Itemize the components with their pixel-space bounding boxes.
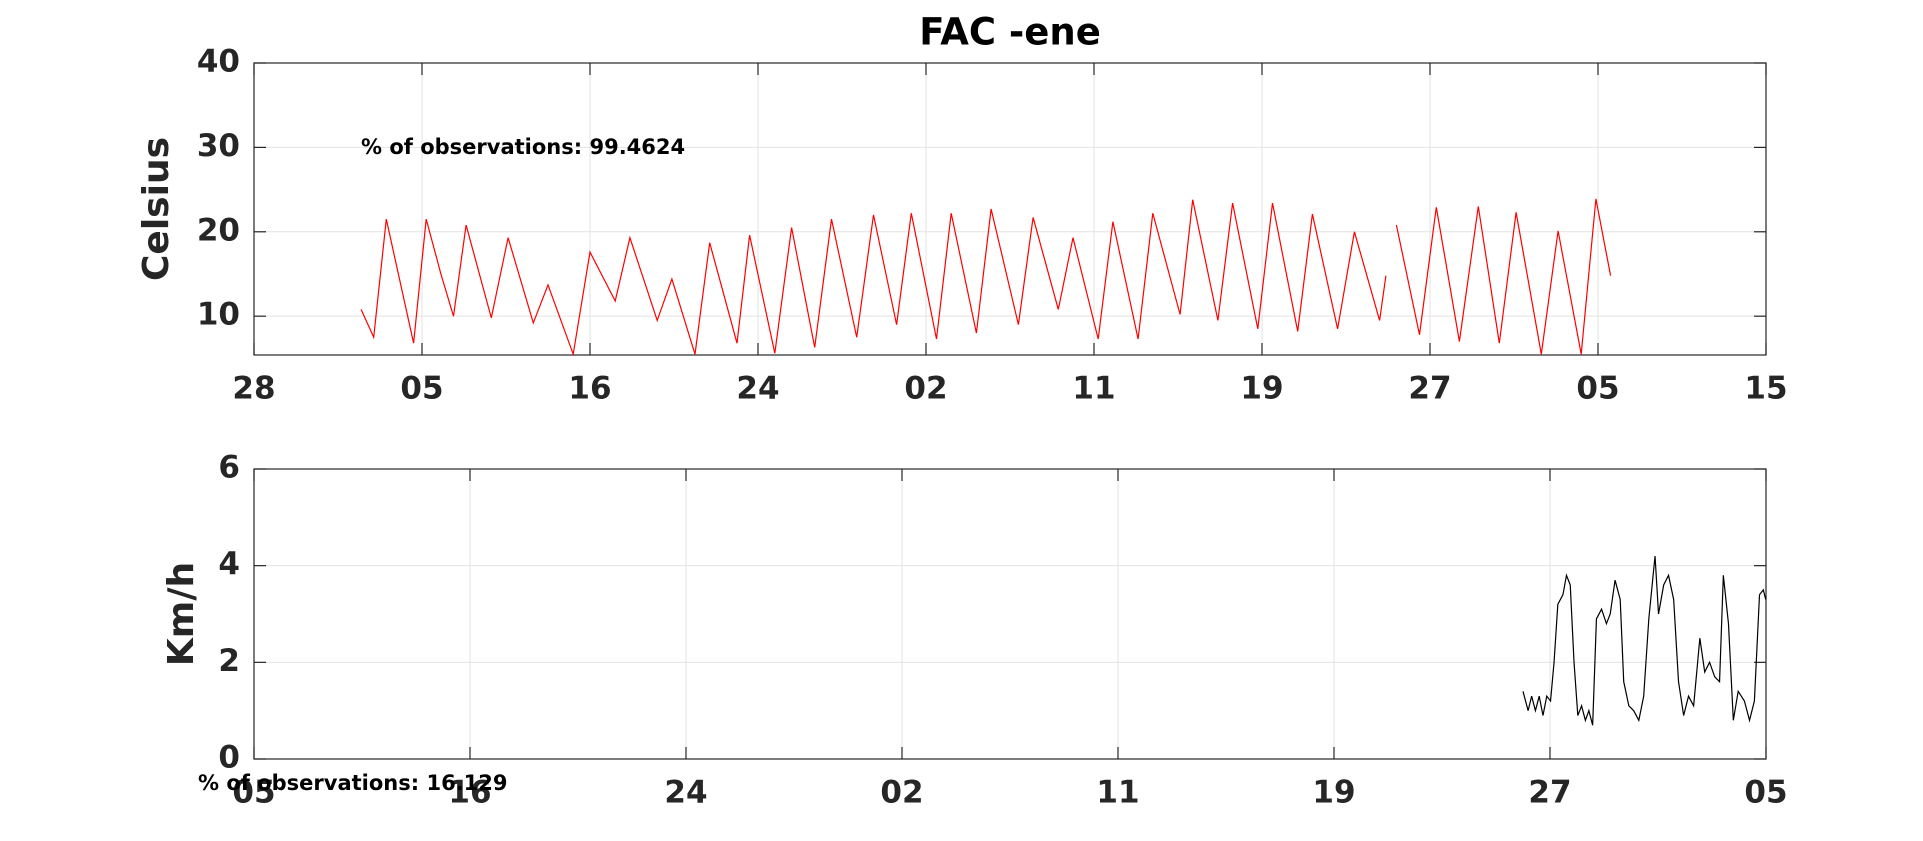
y-tick-label: 20 <box>197 212 240 248</box>
x-tick-label: 02 <box>880 775 923 811</box>
x-tick-label: 16 <box>568 371 611 407</box>
x-tick-label: 19 <box>1240 371 1283 407</box>
y-tick-label: 40 <box>197 44 240 80</box>
axes-frame <box>253 62 1767 356</box>
chart-title: FAC -ene <box>919 11 1101 54</box>
y-axis-label: Km/h <box>161 562 202 666</box>
x-tick-label: 16 <box>448 775 491 811</box>
y-tick-label: 10 <box>197 297 240 333</box>
y-axis-label: Celsius <box>136 137 177 281</box>
annotation: % of observations: 99.4624 <box>361 135 685 159</box>
x-tick-label: 28 <box>232 371 275 407</box>
axes-frame <box>253 468 1767 760</box>
data-line <box>360 198 1612 357</box>
y-tick-label: 4 <box>218 546 240 582</box>
y-tick-label: 2 <box>218 643 240 679</box>
x-tick-label: 05 <box>400 371 443 407</box>
x-tick-label: 05 <box>232 775 275 811</box>
x-tick-label: 19 <box>1312 775 1355 811</box>
x-tick-label: 02 <box>904 371 947 407</box>
x-tick-label: 11 <box>1072 371 1115 407</box>
x-tick-label: 27 <box>1528 775 1571 811</box>
annotation: % of observations: 16.129 <box>198 771 508 795</box>
x-tick-label: 11 <box>1096 775 1139 811</box>
x-tick-label: 15 <box>1744 371 1787 407</box>
x-tick-label: 24 <box>664 775 707 811</box>
y-tick-label: 6 <box>218 450 240 486</box>
y-tick-label: 0 <box>218 740 240 776</box>
x-tick-label: 05 <box>1744 775 1787 811</box>
y-tick-label: 30 <box>197 128 240 164</box>
x-tick-label: 05 <box>1576 371 1619 407</box>
x-tick-label: 27 <box>1408 371 1451 407</box>
data-line <box>1522 555 1767 726</box>
x-tick-label: 24 <box>736 371 779 407</box>
